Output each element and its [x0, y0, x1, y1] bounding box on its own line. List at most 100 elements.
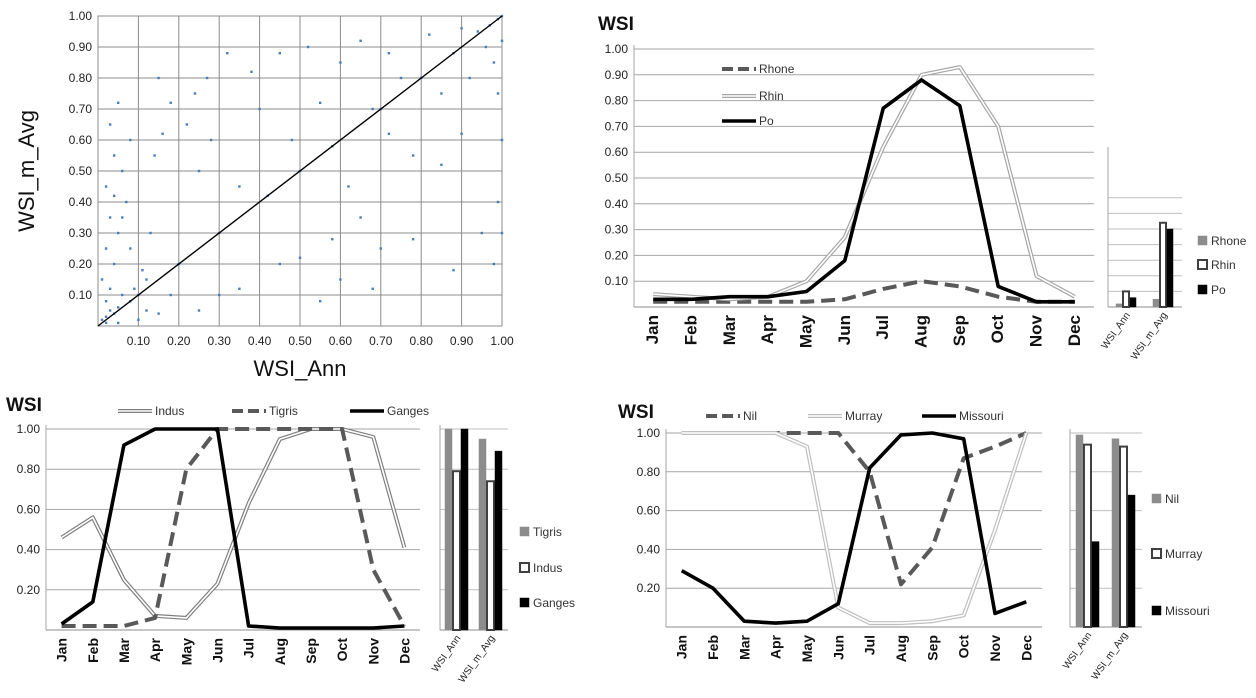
legend-label: Tigris	[269, 404, 298, 418]
bar-rhin	[1159, 221, 1167, 308]
bar-category-label: WSI_Ann	[430, 633, 463, 674]
bar-legend-swatch	[1151, 548, 1162, 559]
scatter-point	[149, 231, 152, 235]
y-tick-label: 0.40	[17, 543, 41, 557]
x-tick-label: 1.00	[490, 334, 514, 348]
scatter-point	[141, 269, 144, 272]
scatter-point	[319, 300, 322, 303]
bar-category-label: WSI_Ann	[1061, 630, 1094, 671]
series-line-rhone	[653, 279, 1075, 304]
scatter-point	[278, 262, 281, 266]
scatter-point	[117, 101, 120, 104]
scatter-point	[197, 309, 201, 312]
panel-title: WSI	[618, 402, 654, 423]
scatter-point	[496, 92, 500, 95]
scatter-point	[145, 309, 148, 312]
y-tick-label: 0.30	[605, 223, 629, 237]
bar-category-label: WSI_m_Avg	[1090, 630, 1131, 682]
scatter-point	[460, 27, 463, 30]
legend-label: Nil	[743, 409, 757, 423]
bar-legend-label: Rhin	[1211, 258, 1236, 272]
y-tick-label: 0.20	[69, 257, 93, 271]
y-tick-label: 0.60	[605, 145, 629, 159]
scatter-point	[108, 216, 112, 219]
bar-murray	[1083, 443, 1092, 629]
scatter-point	[108, 309, 112, 312]
scatter-point	[428, 33, 431, 36]
scatter-point	[137, 318, 140, 321]
scatter-point	[125, 200, 128, 204]
scatter-point	[153, 154, 156, 157]
bar-indus	[486, 480, 495, 632]
y-tick-label: 0.70	[69, 102, 93, 116]
bar-legend-label: Tigris	[533, 525, 562, 539]
scatter-point	[290, 138, 294, 142]
y-tick-label: 0.40	[605, 197, 629, 211]
x-tick-label: Jan	[674, 635, 690, 659]
y-tick-label: 0.40	[637, 542, 661, 556]
x-tick-label: Oct	[334, 638, 350, 662]
x-tick-label: Jun	[209, 638, 225, 663]
scatter-point	[100, 278, 104, 281]
panel-title: WSI	[6, 395, 42, 416]
scatter-point	[379, 247, 382, 250]
bar-rhone	[1152, 298, 1160, 308]
scatter-point	[157, 312, 160, 315]
scatter-point	[197, 169, 201, 173]
x-tick-label: May	[178, 638, 194, 665]
x-tick-label: 0.60	[329, 334, 353, 348]
panel-title: WSI	[598, 14, 634, 35]
bar-legend-label: Indus	[533, 561, 562, 575]
scatter-point	[496, 200, 500, 204]
x-tick-label: Nov	[987, 635, 1003, 662]
series-line-inner	[681, 432, 1028, 624]
legend-label: Indus	[155, 404, 184, 418]
x-tick-label: 0.30	[208, 334, 232, 348]
bar-legend-swatch	[519, 597, 530, 608]
x-tick-label: Mar	[736, 634, 752, 659]
scatter-point	[121, 293, 124, 297]
x-tick-label: Dec	[1018, 635, 1034, 661]
scatter-point	[492, 262, 496, 266]
scatter-point	[258, 107, 261, 111]
bar-legend-swatch	[1197, 259, 1208, 270]
x-tick-label: Nov	[1027, 314, 1046, 347]
bar-legend-swatch	[1197, 284, 1208, 295]
scatter-point	[108, 287, 112, 290]
scatter-point	[169, 101, 172, 104]
x-tick-label: Apr	[147, 637, 163, 662]
bar-legend-swatch	[1151, 605, 1162, 616]
x-axis-label: WSI_Ann	[254, 356, 347, 381]
line-panel-indus: WSI 0.20 0.40 0.60 0.80 1.00 Jan Feb Mar Apr May Ju…	[6, 395, 575, 685]
x-tick-label: 0.80	[410, 334, 434, 348]
bar-category-label: WSI_Ann	[1100, 310, 1133, 351]
x-tick-label: Jul	[241, 638, 257, 658]
x-tick-label: Dec	[396, 638, 412, 664]
scatter-point	[306, 45, 310, 49]
legend-label: Rhin	[759, 89, 784, 103]
legend-label: Murray	[845, 409, 882, 423]
bar-tigris	[444, 428, 453, 631]
y-axis-label: WSI_m_Avg	[14, 110, 39, 232]
bar-legend-label: Ganges	[533, 596, 575, 610]
scatter-point	[480, 231, 483, 235]
scatter-point	[129, 138, 132, 142]
x-tick-label: Sep	[303, 638, 319, 664]
scatter-point	[500, 138, 504, 142]
bar-ganges	[494, 450, 503, 631]
scatter-point	[104, 300, 108, 303]
scatter-point	[319, 101, 322, 104]
y-tick-label: 0.60	[17, 502, 41, 516]
scatter-point	[121, 169, 124, 173]
y-tick-label: 0.70	[605, 119, 629, 133]
x-tick-label: Oct	[988, 315, 1007, 344]
y-tick-label: 0.50	[69, 164, 93, 178]
y-tick-label: 1.00	[69, 9, 93, 23]
bar-legend-swatch	[1151, 493, 1162, 504]
x-tick-label: Apr	[768, 634, 784, 659]
x-tick-label: Aug	[912, 315, 931, 348]
y-tick-label: 0.20	[17, 583, 41, 597]
bar-nil	[1075, 434, 1084, 628]
bar-legend-label: Rhone	[1211, 234, 1247, 248]
